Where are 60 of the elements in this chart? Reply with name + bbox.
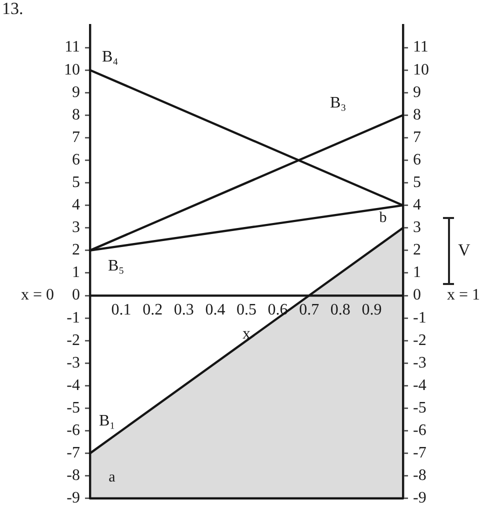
y2-tick-label: 7 [413,128,421,146]
y2-tick-label: 5 [413,174,421,192]
y-tick-label: 6 [72,151,80,168]
x-tick-label: 0.3 [174,301,194,318]
annotation: b [379,210,387,226]
text: x = 0 [20,286,54,304]
y2-tick-label: 0 [413,286,421,304]
y-tick-label: 2 [72,242,80,259]
x-tick-label: 0.2 [142,301,163,318]
x-tick-label: 0.4 [205,301,226,318]
y-tick-label: 7 [72,128,80,146]
y-tick-label: 4 [72,196,80,214]
y2-tick-label: -2 [413,332,426,349]
y-tick-label: -9 [66,490,80,507]
y-tick-label: -2 [66,332,80,349]
y-tick-label: 5 [72,174,80,192]
series-label: B₄ [102,48,119,66]
series-label: B₃ [330,94,346,112]
y-tick-label: -8 [66,467,80,484]
y-tick-label: 8 [72,106,80,124]
y-tick-label: -5 [66,399,80,416]
y2-tick-label: 8 [413,106,421,124]
y-tick-label: 9 [72,84,80,101]
y-tick-label: -7 [66,444,80,462]
y2-tick-label: -4 [413,376,426,394]
y-tick-label: -3 [66,354,80,372]
y2-tick-label: 3 [413,219,421,236]
y2-tick-label: -7 [413,444,426,462]
y2-tick-label: 2 [413,242,421,259]
y2-tick-label: 1 [413,264,421,282]
y2-tick-label: -5 [413,399,426,416]
y2-tick-label: -9 [413,490,426,507]
y2-tick-label: -1 [413,309,426,326]
y2-tick-label: 10 [413,61,429,78]
y2-tick-label: 9 [413,84,421,101]
series-label: B₅ [108,258,124,275]
annotation: a [108,469,116,486]
x-tick-label: 0.5 [236,301,256,318]
series-label: B₁ [99,412,116,430]
text: x = 1 [447,286,480,304]
y-tick-label: -1 [66,309,80,326]
y-tick-label: -6 [66,422,80,439]
y-tick-label: 1 [72,264,80,282]
y2-tick-label: 11 [413,38,428,56]
text: V [458,240,471,260]
y2-tick-label: 6 [413,151,421,168]
text: 13. [2,0,24,18]
y-tick-label: -4 [66,376,80,394]
y2-tick-label: 4 [413,196,421,214]
y-tick-label: 3 [72,219,80,236]
x-tick-label: 0.1 [111,301,132,318]
y2-tick-label: -6 [413,422,426,439]
y-tick-label: 0 [72,286,80,304]
y2-tick-label: -8 [413,467,426,484]
x-tick-label: 0.7 [299,301,320,318]
x-tick-label: 0.9 [362,301,382,318]
y-tick-label: 11 [64,38,80,56]
x-tick-label: 0.8 [330,301,350,318]
y2-tick-label: -3 [413,354,426,372]
y-tick-label: 10 [64,61,80,78]
